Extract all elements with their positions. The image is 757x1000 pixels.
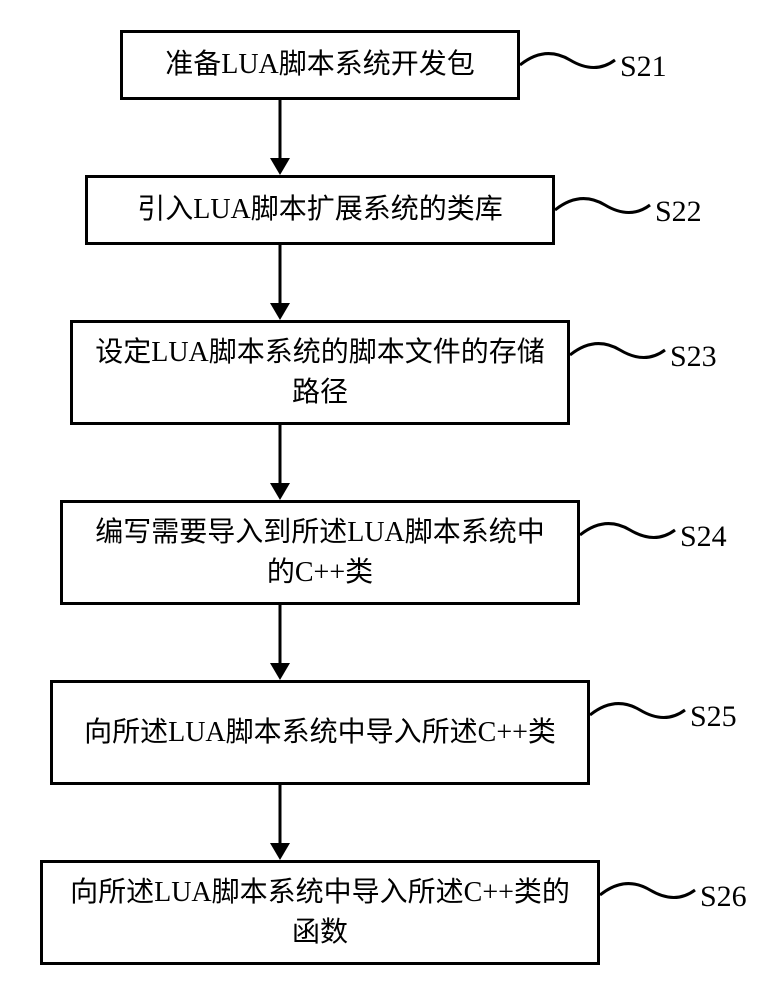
connector-s24 [580,510,680,560]
step-text: 准备LUA脚本系统开发包 [165,45,475,84]
flowchart-container: 准备LUA脚本系统开发包 S21 引入LUA脚本扩展系统的类库 S22 设定LU… [0,0,757,1000]
connector-s26 [600,870,700,920]
connector-s22 [555,185,655,235]
step-box-s23: 设定LUA脚本系统的脚本文件的存储路径 [70,320,570,425]
step-label-s24: S24 [680,520,727,554]
step-label-s25: S25 [690,700,737,734]
step-label-s26: S26 [700,880,747,914]
step-label-s22: S22 [655,195,702,229]
step-text: 引入LUA脚本扩展系统的类库 [137,190,503,229]
connector-s25 [590,690,690,740]
connector-s23 [570,330,670,380]
arrow-s22-s23 [260,245,300,320]
step-label-s23: S23 [670,340,717,374]
step-text: 编写需要导入到所述LUA脚本系统中的C++类 [83,513,557,591]
arrow-s24-s25 [260,605,300,680]
arrow-s21-s22 [260,100,300,175]
step-box-s26: 向所述LUA脚本系统中导入所述C++类的函数 [40,860,600,965]
arrow-s25-s26 [260,785,300,860]
step-box-s21: 准备LUA脚本系统开发包 [120,30,520,100]
step-text: 设定LUA脚本系统的脚本文件的存储路径 [93,333,547,411]
step-label-s21: S21 [620,50,667,84]
step-box-s25: 向所述LUA脚本系统中导入所述C++类 [50,680,590,785]
step-text: 向所述LUA脚本系统中导入所述C++类 [84,713,556,752]
step-box-s22: 引入LUA脚本扩展系统的类库 [85,175,555,245]
step-box-s24: 编写需要导入到所述LUA脚本系统中的C++类 [60,500,580,605]
step-text: 向所述LUA脚本系统中导入所述C++类的函数 [63,873,577,951]
connector-s21 [520,40,620,90]
arrow-s23-s24 [260,425,300,500]
